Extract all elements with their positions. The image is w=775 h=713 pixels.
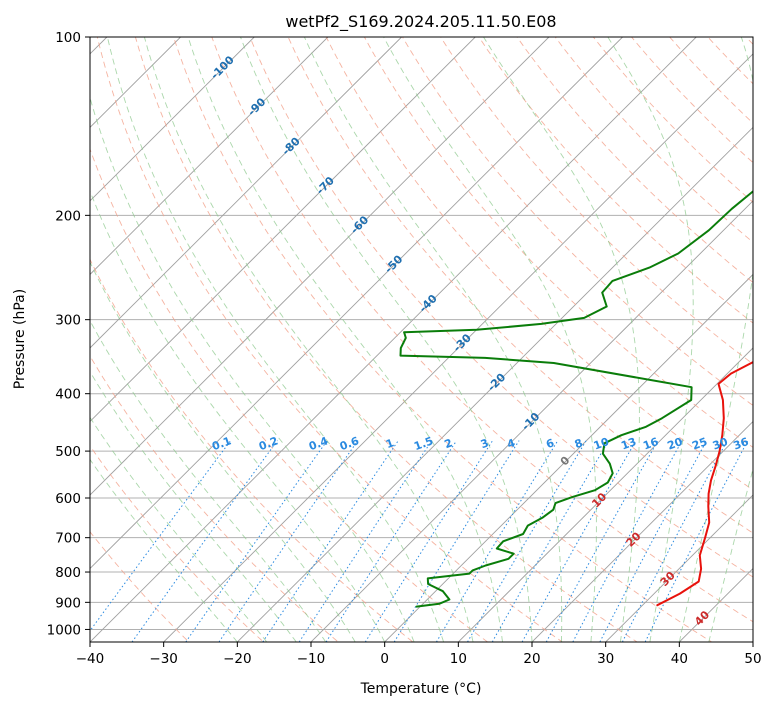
dry-adiabat-3 (17, 10, 428, 654)
isotherm-label-12: 20 (624, 529, 644, 549)
mixing-ratio-label-13: 16 (641, 435, 660, 453)
isotherm-label-4: -60 (348, 213, 371, 236)
isotherm-line-6 (0, 37, 402, 642)
mixing-ratio-line-2 (186, 441, 327, 642)
isotherm-label-11: 10 (589, 490, 609, 510)
y-tick-label-4: 500 (55, 444, 81, 460)
mixing-ratio-line-3 (219, 441, 358, 642)
moist-adiabat-4 (23, 37, 355, 642)
mixing-ratio-label-8: 4 (505, 436, 517, 451)
chart-title: wetPf2_S169.2024.205.11.50.E08 (285, 12, 556, 32)
dry-adiabat-5 (91, 10, 579, 654)
mixing-ratio-line-11 (492, 441, 609, 642)
x-tick-label-5: 10 (450, 651, 467, 667)
moist-adiabat-10 (241, 37, 533, 642)
isotherm-label-10: 0 (558, 453, 573, 468)
moist-adiabat-0 (0, 37, 237, 642)
mixing-ratio-label-14: 20 (666, 435, 685, 453)
isotherm-label-1: -90 (245, 95, 268, 118)
isotherm-line-18 (679, 37, 775, 642)
isotherm-label-3: -70 (314, 174, 337, 197)
isotherm-line-5 (0, 37, 328, 642)
x-tick-label-9: 50 (744, 651, 761, 667)
mixing-ratio-line-1 (132, 441, 277, 642)
y-tick-label-0: 100 (55, 30, 81, 46)
dry-adiabat-20 (647, 10, 775, 654)
x-tick-label-4: 0 (380, 651, 389, 667)
isotherm-label-5: -50 (382, 252, 405, 275)
isotherm-label-7: -30 (451, 331, 474, 354)
y-tick-label-8: 900 (55, 595, 81, 611)
y-tick-label-6: 700 (55, 531, 81, 547)
dry-adiabat-21 (684, 10, 775, 654)
isotherm-line-13 (311, 37, 775, 642)
dry-adiabat-14 (425, 10, 775, 654)
dry-adiabat-13 (388, 10, 775, 654)
plot-area (0, 10, 775, 654)
mixing-ratio-label-16: 30 (711, 435, 730, 453)
mixing-ratio-label-3: 0.6 (338, 434, 361, 453)
mixing-ratio-line-12 (522, 441, 636, 642)
dry-adiabat-2 (0, 10, 352, 654)
isotherm-line-4 (0, 37, 254, 642)
mixing-ratio-line-17 (645, 441, 748, 642)
dry-adiabat-23 (758, 10, 775, 654)
isotherm-line-9 (16, 37, 622, 642)
y-tick-label-1: 200 (55, 208, 81, 224)
y-tick-label-9: 1000 (47, 622, 81, 638)
mixing-ratio-label-11: 10 (592, 435, 611, 453)
isotherm-label-14: 40 (692, 608, 712, 628)
mixing-ratio-label-6: 2 (443, 436, 455, 451)
isotherm-label-0: -100 (208, 53, 237, 82)
moist-adiabat-16 (709, 37, 775, 642)
x-tick-label-7: 30 (597, 651, 614, 667)
moist-adiabat-11 (304, 37, 561, 642)
x-tick-label-6: 20 (523, 651, 540, 667)
mixing-ratio-label-9: 6 (544, 436, 556, 451)
mixing-ratio-label-15: 25 (690, 435, 709, 452)
moist-adiabat-14 (608, 37, 693, 642)
mixing-ratio-line-0 (82, 441, 231, 642)
dry-adiabat-18 (573, 10, 775, 654)
mixing-ratio-line-7 (365, 441, 492, 642)
isotherm-line-19 (753, 37, 775, 642)
x-axis-title: Temperature (°C) (360, 681, 482, 697)
mixing-ratio-line-15 (600, 441, 707, 642)
mixing-ratio-label-4: 1 (384, 436, 396, 451)
mixing-ratio-label-0: 0.1 (210, 434, 233, 453)
y-axis-title: Pressure (hPa) (12, 289, 28, 389)
dry-adiabat-22 (721, 10, 775, 654)
y-tick-label-7: 800 (55, 565, 81, 581)
mixing-ratio-line-8 (394, 441, 519, 642)
mixing-ratio-label-1: 0.2 (257, 434, 280, 453)
plot-frame (90, 37, 753, 642)
isotherm-line-10 (90, 37, 696, 642)
x-tick-label-8: 40 (671, 651, 688, 667)
dry-adiabat-17 (536, 10, 775, 654)
mixing-ratio-label-5: 1.5 (412, 434, 435, 453)
x-tick-label-2: −20 (223, 651, 252, 667)
mixing-ratio-label-7: 3 (479, 436, 491, 451)
x-tick-label-0: −40 (76, 651, 105, 667)
temperature-profile-line (657, 37, 775, 605)
dewpoint-profile-line (401, 37, 775, 607)
moist-adiabat-15 (679, 37, 761, 642)
y-tick-label-3: 400 (55, 387, 81, 403)
isotherm-label-6: -40 (417, 292, 440, 315)
dry-adiabat-6 (128, 10, 655, 654)
mixing-ratio-label-2: 0.4 (307, 434, 330, 453)
x-tick-label-1: −30 (149, 651, 178, 667)
y-tick-label-2: 300 (55, 313, 81, 329)
moist-adiabat-8 (144, 37, 473, 642)
x-tick-label-3: −10 (297, 651, 326, 667)
isotherm-label-9: -10 (519, 410, 542, 433)
isotherm-label-2: -80 (280, 134, 303, 157)
mixing-ratio-line-6 (326, 441, 457, 642)
moist-adiabat-6 (76, 37, 415, 642)
y-tick-label-5: 600 (55, 491, 81, 507)
mixing-ratio-label-17: 36 (732, 435, 751, 453)
